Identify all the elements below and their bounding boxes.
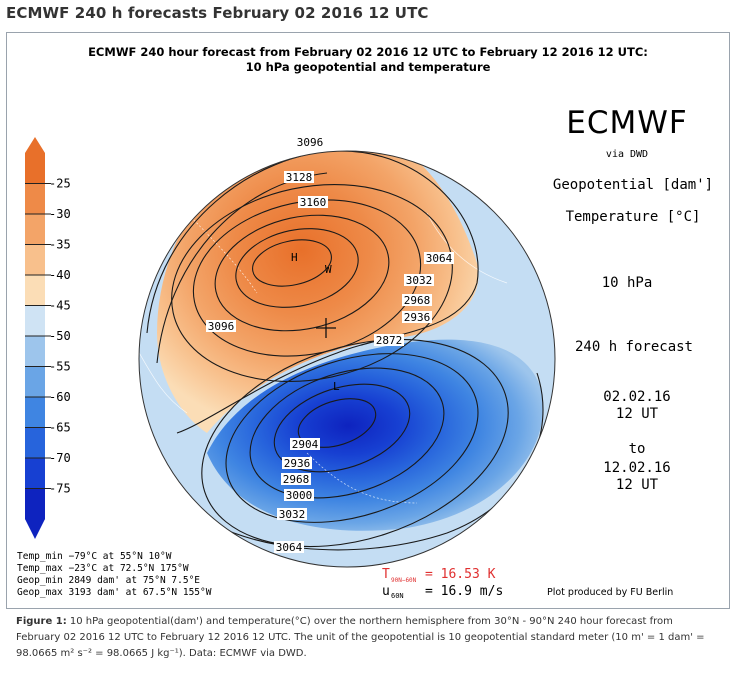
contour-label: 2872 (376, 334, 403, 347)
date-to-day: 12.02.16 (603, 460, 671, 476)
contour-label-bg (282, 457, 312, 469)
u-index-label: u (382, 584, 390, 599)
t-index-value: = 16.53 K (425, 567, 496, 582)
colorbar-segment (25, 305, 45, 337)
contour-label-bg (284, 171, 314, 183)
colorbar-segment (25, 397, 45, 428)
colorbar-label: -55 (49, 360, 71, 374)
t-index-subscript: 90N−60N (391, 577, 417, 584)
colorbar-label: -50 (49, 329, 71, 343)
north-pole-cross (316, 318, 336, 338)
u-index-subscript: 60N (391, 592, 404, 600)
stat-geop-max: Geop_max 3193 dam' at 67.5°N 155°W (17, 587, 212, 598)
hemisphere-outline (138, 150, 556, 568)
map-graphic: -25 -30 -35 -40 -45 -50 -55 -60 -65 -70 -75 (25, 136, 556, 600)
colorbar-label: -30 (49, 207, 71, 221)
wind-index: u 60N = 16.9 m/s (382, 584, 503, 600)
temperature-colorbar: -25 -30 -35 -40 -45 -50 -55 -60 -65 -70 -75 (25, 137, 71, 539)
colorbar-label: -40 (49, 268, 71, 282)
ecmwf-brand: ECMWF (566, 105, 688, 141)
colorbar-label: -45 (49, 299, 71, 313)
colorbar-segment (25, 153, 45, 184)
contour-label-bg (284, 489, 314, 501)
contour-label: 2936 (284, 457, 311, 470)
colorbar-label: -60 (49, 390, 71, 404)
contour-label-bg (206, 320, 236, 332)
page-title: ECMWF 240 h forecasts February 02 2016 1… (6, 4, 429, 22)
caption-text: 10 hPa geopotential(dam') and temperatur… (16, 616, 705, 659)
figure-title-line1: ECMWF 240 hour forecast from February 02… (88, 45, 648, 59)
colorbar-segment (25, 488, 45, 520)
date-from-day: 02.02.16 (603, 389, 671, 405)
contour-label: 3032 (406, 274, 433, 287)
warm-region (157, 151, 479, 433)
contour-label-bg (281, 473, 311, 485)
colorbar-label: -65 (49, 421, 71, 435)
colorbar-segment (25, 366, 45, 398)
lead-time: 240 h forecast (574, 339, 693, 355)
colorbar-segment (25, 458, 45, 489)
date-to-word: to (628, 441, 646, 457)
contour-label-group: 3096 3128 3160 3064 3032 2968 2936 3096 2872 2904… (206, 136, 454, 554)
contour-label: 3160 (300, 196, 327, 209)
colorbar-label: -35 (49, 238, 71, 252)
colorbar-segment (25, 183, 45, 215)
contour-label: 2968 (404, 294, 431, 307)
t-index-label: T (382, 567, 390, 582)
brand-subtitle: via DWD (605, 149, 649, 160)
contour-label-bg (277, 508, 307, 520)
contour-label-bg (290, 438, 320, 450)
colorbar-label: -25 (49, 177, 71, 191)
temperature-label: Temperature [°C] (565, 209, 701, 225)
contour-label-bg (298, 196, 328, 208)
high-pressure-marker: H (291, 251, 298, 264)
contour-label: 2904 (292, 438, 319, 451)
stat-temp-max: Temp_max −23°C at 72.5°N 175°W (17, 563, 189, 574)
colorbar-segment (25, 275, 45, 306)
geopotential-label: Geopotential [dam'] (552, 177, 714, 193)
colorbar-segment (25, 244, 45, 276)
contour-label: 3064 (426, 252, 453, 265)
caption-label: Figure 1: (16, 616, 67, 627)
hemisphere-disk (139, 151, 555, 567)
u-index-value: = 16.9 m/s (425, 584, 503, 599)
contour-label-bg (295, 136, 325, 148)
temperature-index: T 90N−60N = 16.53 K (382, 567, 496, 584)
warm-core-marker: W (325, 263, 332, 276)
plot-credit: Plot produced by FU Berlin (547, 587, 674, 598)
contour-label: 3000 (286, 489, 313, 502)
contour-label: 2936 (404, 311, 431, 324)
figure-caption: Figure 1: 10 hPa geopotential(dam') and … (16, 614, 720, 662)
contour-label: 3096 (297, 136, 324, 149)
colorbar-label: -75 (49, 482, 71, 496)
colorbar-label: -70 (49, 451, 71, 465)
colorbar-segment (25, 214, 45, 245)
colorbar-segment (25, 336, 45, 367)
date-to-time: 12 UT (615, 477, 659, 493)
figure-title-line2: 10 hPa geopotential and temperature (245, 60, 491, 74)
forecast-figure: ECMWF 240 hour forecast from February 02… (6, 32, 730, 609)
stat-temp-min: Temp_min −79°C at 55°N 10°W (17, 551, 172, 562)
contour-label: 3128 (286, 171, 313, 184)
contour-label: 2968 (283, 473, 310, 486)
contour-label-bg (402, 294, 432, 306)
contour-label: 3032 (279, 508, 306, 521)
colorbar-bottom-arrow (25, 519, 45, 539)
date-from-time: 12 UT (615, 406, 659, 422)
contour-label-bg (374, 334, 404, 346)
figure-title: ECMWF 240 hour forecast from February 02… (7, 45, 729, 75)
contour-label: 3096 (208, 320, 235, 333)
contour-label: 3064 (276, 541, 303, 554)
contour-label-bg (404, 274, 434, 286)
colorbar-segment (25, 427, 45, 459)
contour-label-bg (402, 311, 432, 323)
low-pressure-marker: L (333, 380, 340, 393)
contour-label-bg (424, 252, 454, 264)
stat-geop-min: Geop_min 2849 dam' at 75°N 7.5°E (17, 575, 201, 586)
date-from: 02.02.16 12 UT (587, 389, 687, 423)
colorbar-top-arrow (25, 137, 45, 153)
contour-label-bg (274, 541, 304, 553)
date-to: 12.02.16 12 UT (587, 460, 687, 494)
pressure-level: 10 hPa (601, 275, 653, 291)
